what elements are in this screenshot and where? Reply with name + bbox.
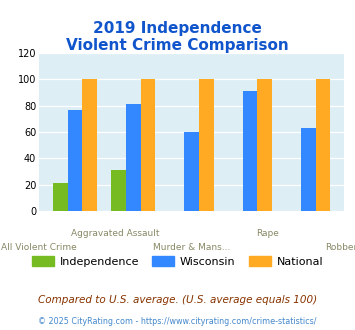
Text: 2019 Independence: 2019 Independence <box>93 21 262 36</box>
Bar <box>111 170 126 211</box>
Bar <box>53 183 67 211</box>
Bar <box>257 79 272 211</box>
Text: Rape: Rape <box>257 229 279 238</box>
Bar <box>67 110 82 211</box>
Text: © 2025 CityRating.com - https://www.cityrating.com/crime-statistics/: © 2025 CityRating.com - https://www.city… <box>38 317 317 326</box>
Text: Aggravated Assault: Aggravated Assault <box>71 229 160 238</box>
Bar <box>301 128 316 211</box>
Bar <box>184 132 199 211</box>
Text: Compared to U.S. average. (U.S. average equals 100): Compared to U.S. average. (U.S. average … <box>38 295 317 305</box>
Bar <box>316 79 331 211</box>
Text: Violent Crime Comparison: Violent Crime Comparison <box>66 38 289 53</box>
Text: Murder & Mans...: Murder & Mans... <box>153 243 230 251</box>
Bar <box>243 91 257 211</box>
Bar <box>126 104 141 211</box>
Bar <box>82 79 97 211</box>
Text: Robbery: Robbery <box>326 243 355 251</box>
Bar <box>199 79 214 211</box>
Text: All Violent Crime: All Violent Crime <box>1 243 77 251</box>
Bar <box>141 79 155 211</box>
Legend: Independence, Wisconsin, National: Independence, Wisconsin, National <box>27 251 328 271</box>
